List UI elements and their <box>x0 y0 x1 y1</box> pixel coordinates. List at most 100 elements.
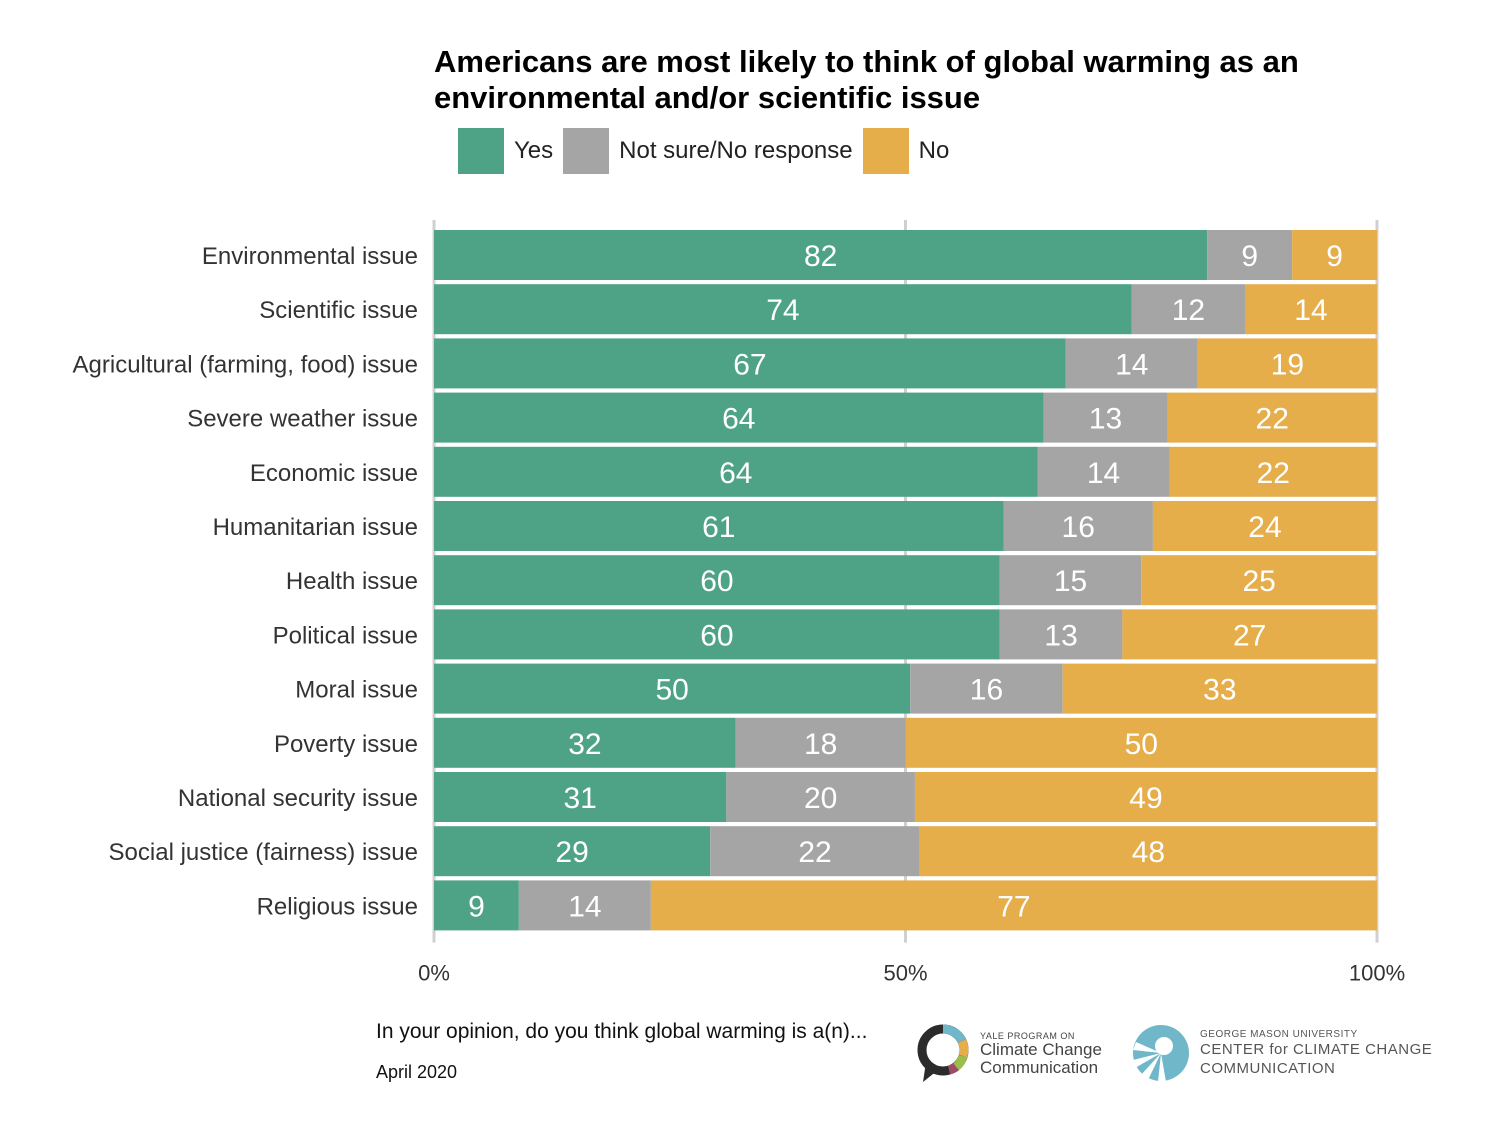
yale-logo-small: YALE PROGRAM ON <box>980 1031 1075 1041</box>
bar-value-label: 13 <box>1089 403 1122 436</box>
bar-value-label: 14 <box>1294 294 1327 327</box>
yale-logo-line-1: Climate Change <box>980 1040 1102 1059</box>
bar-value-label: 16 <box>1062 511 1095 544</box>
bar-segment <box>905 717 1377 768</box>
bar-segment <box>434 338 1066 389</box>
gmu-sunburst-icon <box>1133 1025 1189 1082</box>
bar-segment <box>434 446 1038 497</box>
bar-segment <box>1169 446 1377 497</box>
bar-value-label: 20 <box>804 782 837 815</box>
bar-value-label: 48 <box>1132 836 1165 869</box>
bar-segment <box>434 880 519 931</box>
bar-value-label: 27 <box>1233 619 1266 652</box>
bar-segment <box>1244 284 1377 335</box>
category-label: Economic issue <box>250 460 418 487</box>
yale-logo: YALE PROGRAM ON Climate Change Communica… <box>916 1022 1102 1086</box>
bar-value-label: 19 <box>1271 348 1304 381</box>
bar-segment <box>434 501 1004 551</box>
bar-segment <box>1167 392 1377 443</box>
bar-segment <box>1197 338 1377 389</box>
bar-value-label: 61 <box>702 511 735 544</box>
bar-segment <box>735 717 906 768</box>
bar-value-label: 33 <box>1203 674 1236 707</box>
bar-value-label: 14 <box>1115 348 1148 381</box>
bar-value-label: 49 <box>1129 782 1162 815</box>
bar-value-label: 24 <box>1248 511 1281 544</box>
bar-segment <box>434 555 1000 606</box>
bar-value-label: 25 <box>1242 565 1275 598</box>
category-label: National security issue <box>178 785 418 812</box>
legend-item-no: No <box>862 128 950 174</box>
category-labels: Environmental issue Scientific issue Agric… <box>73 243 418 920</box>
gmu-logo-small: GEORGE MASON UNIVERSITY <box>1200 1028 1358 1040</box>
legend-swatch-no <box>862 128 909 174</box>
bar-value-label: 60 <box>700 619 733 652</box>
legend-swatch-yes <box>458 128 504 174</box>
bar-segment <box>726 772 915 822</box>
bars-layer: 82 9 9 74 12 14 67 14 19 64 13 22 64 14 22 61 16 24 60 15 25… <box>434 230 1377 931</box>
bar-value-label: 9 <box>1241 240 1258 273</box>
survey-question: In your opinion, do you think global war… <box>376 1020 868 1043</box>
gmu-logo-line-2: COMMUNICATION <box>1200 1059 1336 1077</box>
bar-segment <box>1062 663 1377 714</box>
x-tick-label-0: 0% <box>418 961 450 986</box>
bar-segment <box>1141 555 1377 606</box>
bar-value-label: 15 <box>1054 565 1087 598</box>
legend-label-no: No <box>918 137 950 164</box>
legend: Yes Not sure/No response No <box>458 128 959 174</box>
survey-date: April 2020 <box>376 1062 458 1082</box>
legend-swatch-not-sure <box>563 128 610 174</box>
category-label: Health issue <box>286 568 418 595</box>
bar-segment <box>434 284 1132 335</box>
category-label: Scientific issue <box>259 297 418 324</box>
bar-segment <box>999 555 1142 606</box>
bar-value-label: 9 <box>1326 240 1343 273</box>
bar-segment <box>910 663 1063 714</box>
gmu-logo-text: GEORGE MASON UNIVERSITY CENTER for CLIMA… <box>1200 1029 1432 1078</box>
bar-segment <box>710 826 920 877</box>
bar-value-label: 31 <box>563 782 596 815</box>
category-label: Moral issue <box>295 677 418 704</box>
category-label: Poverty issue <box>274 731 418 758</box>
category-label: Humanitarian issue <box>213 514 418 541</box>
x-axis-ticks: 0% 50% 100% <box>418 961 1405 986</box>
bar-value-label: 77 <box>997 890 1030 923</box>
bar-segment <box>1292 230 1377 280</box>
category-label: Environmental issue <box>202 243 418 270</box>
bar-segment <box>1043 392 1168 443</box>
legend-item-not-sure: Not sure/No response <box>563 128 853 174</box>
bar-segment <box>1065 338 1198 389</box>
bar-segment <box>434 392 1044 443</box>
bar-segment <box>434 717 736 768</box>
bar-value-label: 14 <box>1087 457 1120 490</box>
bar-segment <box>1037 446 1170 497</box>
bar-value-label: 50 <box>655 674 688 707</box>
bar-segment <box>919 826 1377 877</box>
category-label: Severe weather issue <box>187 406 418 433</box>
bar-value-label: 22 <box>1256 403 1289 436</box>
bar-value-label: 29 <box>555 836 588 869</box>
bar-segment <box>518 880 651 931</box>
bar-segment <box>1131 284 1245 335</box>
yale-speech-bubble-icon <box>917 1024 969 1082</box>
gmu-logo-line-1: CENTER for CLIMATE CHANGE <box>1200 1040 1433 1058</box>
bar-segment <box>434 772 727 822</box>
gmu-logo: GEORGE MASON UNIVERSITY CENTER for CLIMA… <box>1130 1022 1432 1084</box>
chart-title-line-1: Americans are most likely to think of gl… <box>434 44 1299 79</box>
bar-value-label: 12 <box>1172 294 1205 327</box>
category-label: Agricultural (farming, food) issue <box>73 351 418 378</box>
bar-value-label: 67 <box>733 348 766 381</box>
bar-value-label: 9 <box>468 890 485 923</box>
bar-value-label: 60 <box>700 565 733 598</box>
stacked-bar-chart: 82 9 9 74 12 14 67 14 19 64 13 22 64 14 22 61 16 24 60 15 25… <box>73 220 1405 986</box>
bar-segment <box>434 609 1000 660</box>
bar-value-label: 16 <box>970 674 1003 707</box>
bar-value-label: 18 <box>804 728 837 761</box>
x-tick-label-100: 100% <box>1349 961 1405 986</box>
bar-segment <box>1122 609 1377 660</box>
bar-segment <box>434 663 911 714</box>
x-tick-label-50: 50% <box>883 961 927 986</box>
bar-segment <box>1003 501 1153 551</box>
bar-value-label: 14 <box>568 890 601 923</box>
legend-item-yes: Yes <box>458 128 553 174</box>
